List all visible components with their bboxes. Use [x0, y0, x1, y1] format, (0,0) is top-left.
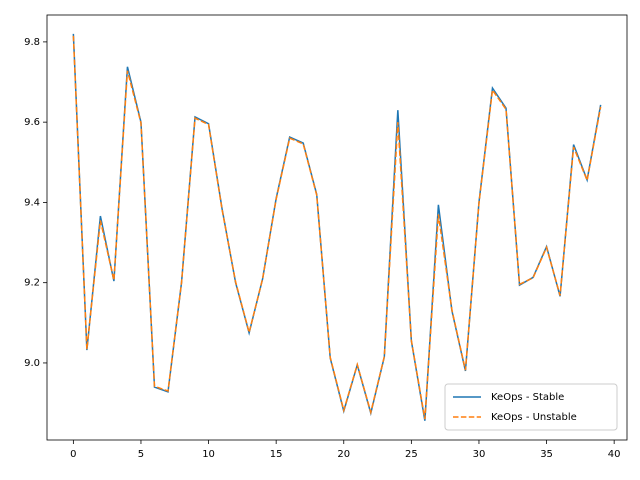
x-tick-label: 25 [405, 449, 418, 460]
series-line [72, 35, 602, 420]
plot-frame [46, 14, 628, 441]
x-tick-label: 20 [337, 449, 350, 460]
y-tick-label: 9.0 [24, 358, 40, 369]
x-tick-label: 15 [270, 449, 283, 460]
x-tick-label: 0 [70, 449, 76, 460]
y-tick-label: 9.4 [24, 197, 40, 208]
y-tick-label: 9.6 [24, 117, 40, 128]
legend-frame [444, 383, 618, 431]
y-tick-label: 9.8 [24, 37, 40, 48]
x-tick-label: 10 [202, 449, 215, 460]
y-tick-label: 9.2 [24, 278, 40, 289]
x-tick-label: 40 [608, 449, 621, 460]
legend: KeOps - Stable KeOps - Unstable [444, 383, 618, 431]
legend-label: KeOps - Unstable [491, 412, 577, 423]
series-line [72, 33, 602, 421]
x-tick-label: 5 [138, 449, 144, 460]
x-tick-label: 30 [473, 449, 486, 460]
legend-label: KeOps - Stable [491, 392, 564, 403]
x-tick-label: 35 [540, 449, 553, 460]
